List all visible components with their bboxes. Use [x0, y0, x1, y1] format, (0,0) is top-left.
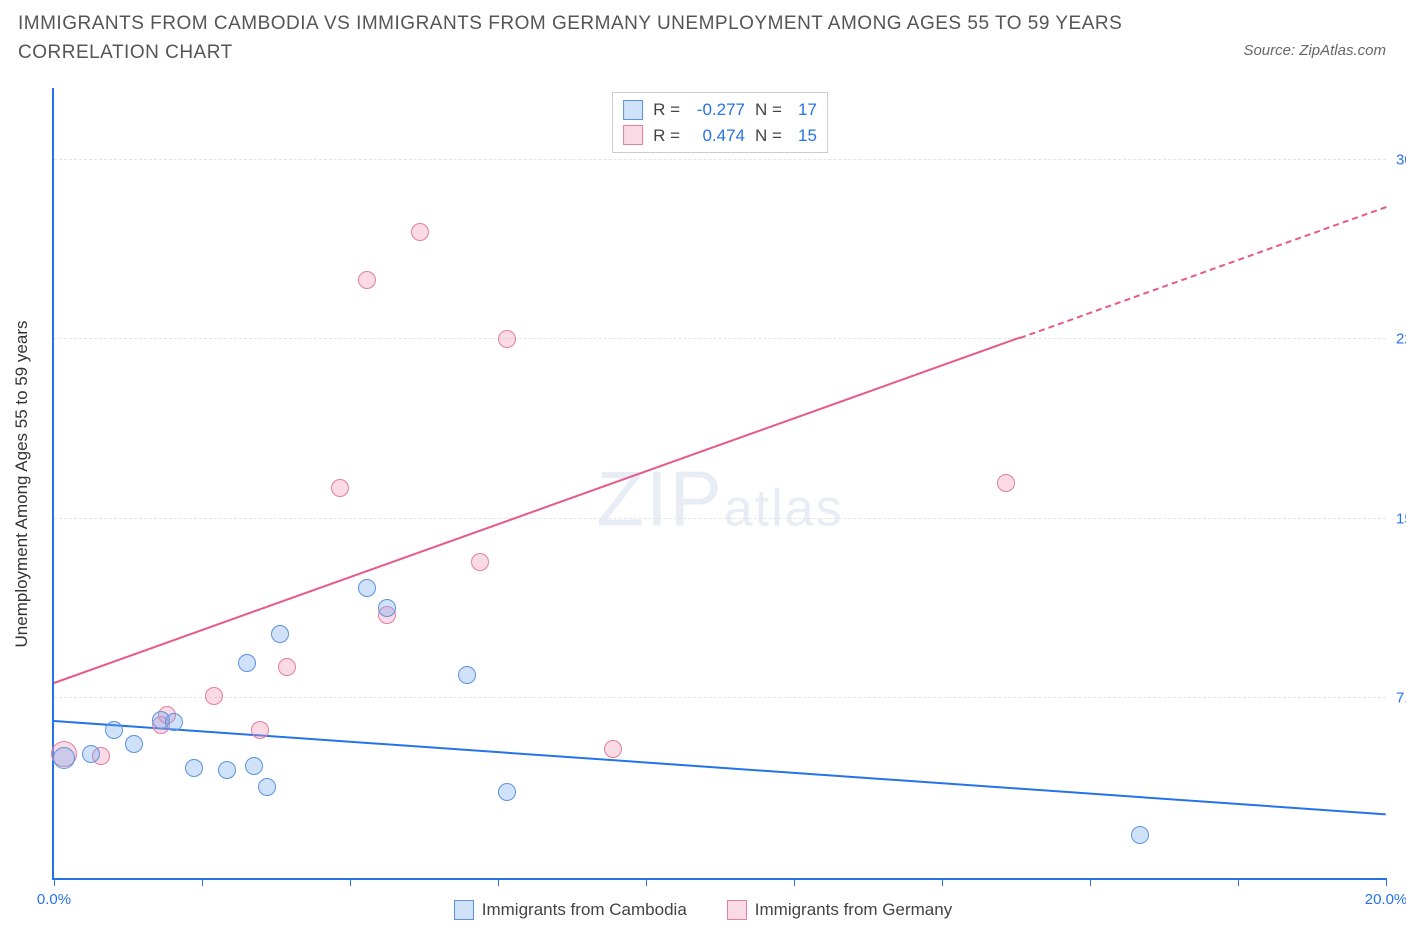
gridline: [54, 338, 1386, 339]
legend-label-a: Immigrants from Cambodia: [482, 900, 687, 920]
x-tick: [1386, 878, 1387, 886]
data-point: [458, 666, 476, 684]
r-value-a: -0.277: [690, 97, 745, 123]
stats-legend: R = -0.277 N = 17 R = 0.474 N = 15: [612, 92, 828, 153]
data-point: [205, 687, 223, 705]
y-tick-label: 15.0%: [1396, 510, 1406, 527]
data-point: [271, 625, 289, 643]
x-tick: [498, 878, 499, 886]
data-point: [218, 761, 236, 779]
plot-area: Unemployment Among Ages 55 to 59 years Z…: [52, 88, 1386, 880]
data-point: [604, 740, 622, 758]
data-point: [411, 223, 429, 241]
watermark: ZIPatlas: [596, 453, 843, 544]
gridline: [54, 697, 1386, 698]
data-point: [997, 474, 1015, 492]
x-tick: [350, 878, 351, 886]
n-value-a: 17: [792, 97, 817, 123]
data-point: [245, 757, 263, 775]
n-value-b: 15: [792, 123, 817, 149]
swatch-a: [623, 100, 643, 120]
chart-title: IMMIGRANTS FROM CAMBODIA VS IMMIGRANTS F…: [18, 10, 1168, 67]
legend-swatch-b: [727, 900, 747, 920]
x-tick: [202, 878, 203, 886]
gridline: [54, 518, 1386, 519]
r-label: R =: [653, 123, 680, 149]
data-point: [358, 579, 376, 597]
data-point: [258, 778, 276, 796]
y-tick-label: 7.5%: [1396, 690, 1406, 707]
data-point: [251, 721, 269, 739]
x-tick: [942, 878, 943, 886]
data-point: [358, 271, 376, 289]
y-axis-label: Unemployment Among Ages 55 to 59 years: [12, 321, 32, 648]
data-point: [331, 479, 349, 497]
data-point: [125, 735, 143, 753]
x-tick: [1090, 878, 1091, 886]
n-label: N =: [755, 97, 782, 123]
legend-item-a: Immigrants from Cambodia: [454, 900, 687, 920]
source-label: Source: ZipAtlas.com: [1243, 42, 1386, 59]
x-tick: [1238, 878, 1239, 886]
data-point: [165, 713, 183, 731]
legend-item-b: Immigrants from Germany: [727, 900, 952, 920]
x-tick: [794, 878, 795, 886]
data-point: [82, 745, 100, 763]
r-label: R =: [653, 97, 680, 123]
data-point: [238, 654, 256, 672]
legend-label-b: Immigrants from Germany: [755, 900, 952, 920]
data-point: [278, 658, 296, 676]
data-point: [185, 759, 203, 777]
data-point: [471, 553, 489, 571]
data-point: [1131, 826, 1149, 844]
n-label: N =: [755, 123, 782, 149]
data-point: [53, 747, 75, 769]
gridline: [54, 159, 1386, 160]
y-tick-label: 22.5%: [1396, 331, 1406, 348]
trend-line: [1019, 206, 1386, 339]
r-value-b: 0.474: [690, 123, 745, 149]
swatch-b: [623, 125, 643, 145]
legend-swatch-a: [454, 900, 474, 920]
y-tick-label: 30.0%: [1396, 151, 1406, 168]
bottom-legend: Immigrants from Cambodia Immigrants from…: [0, 900, 1406, 920]
data-point: [498, 783, 516, 801]
x-tick: [54, 878, 55, 886]
trend-line: [54, 337, 1020, 684]
stats-row-a: R = -0.277 N = 17: [623, 97, 817, 123]
data-point: [498, 330, 516, 348]
stats-row-b: R = 0.474 N = 15: [623, 123, 817, 149]
x-tick: [646, 878, 647, 886]
data-point: [378, 599, 396, 617]
data-point: [105, 721, 123, 739]
